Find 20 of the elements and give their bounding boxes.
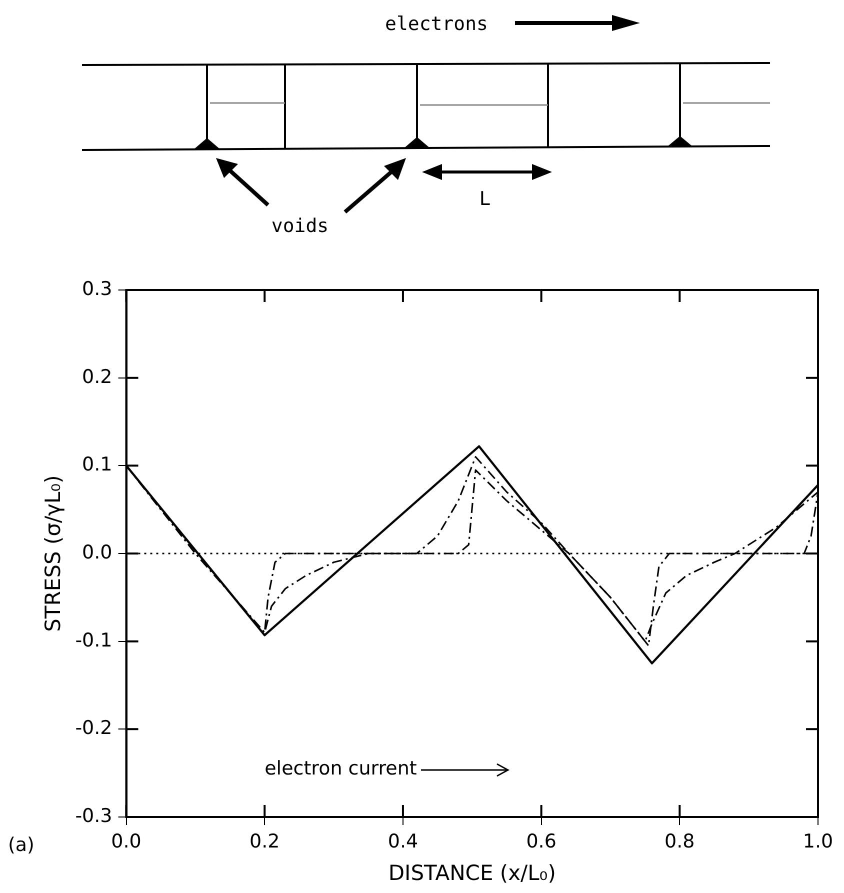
x-tick-label: 0.6 [526,830,556,852]
y-axis-title: STRESS (σ/γL₀) [41,475,66,632]
x-tick-label: 0.0 [111,830,142,852]
y-tick-label: -0.3 [75,804,112,827]
y-tick-label: 0.1 [82,454,112,476]
text: L [479,188,491,210]
text: voids [271,215,329,237]
text: (a) [8,834,34,856]
y-tick-label: -0.1 [75,629,112,652]
x-tick-label: 1.0 [802,830,834,852]
y-tick-label: 0.2 [82,366,112,388]
y-tick-label: -0.2 [75,717,112,740]
text: electrons [385,13,488,35]
x-axis-title: DISTANCE (x/L₀) [388,860,556,885]
y-tick-label: 0.3 [82,278,112,300]
x-tick-label: 0.2 [250,830,280,852]
y-tick-label: 0.0 [82,541,112,564]
x-tick-label: 0.4 [388,830,418,852]
annotation: electron current [264,758,417,780]
x-tick-label: 0.8 [664,830,695,852]
